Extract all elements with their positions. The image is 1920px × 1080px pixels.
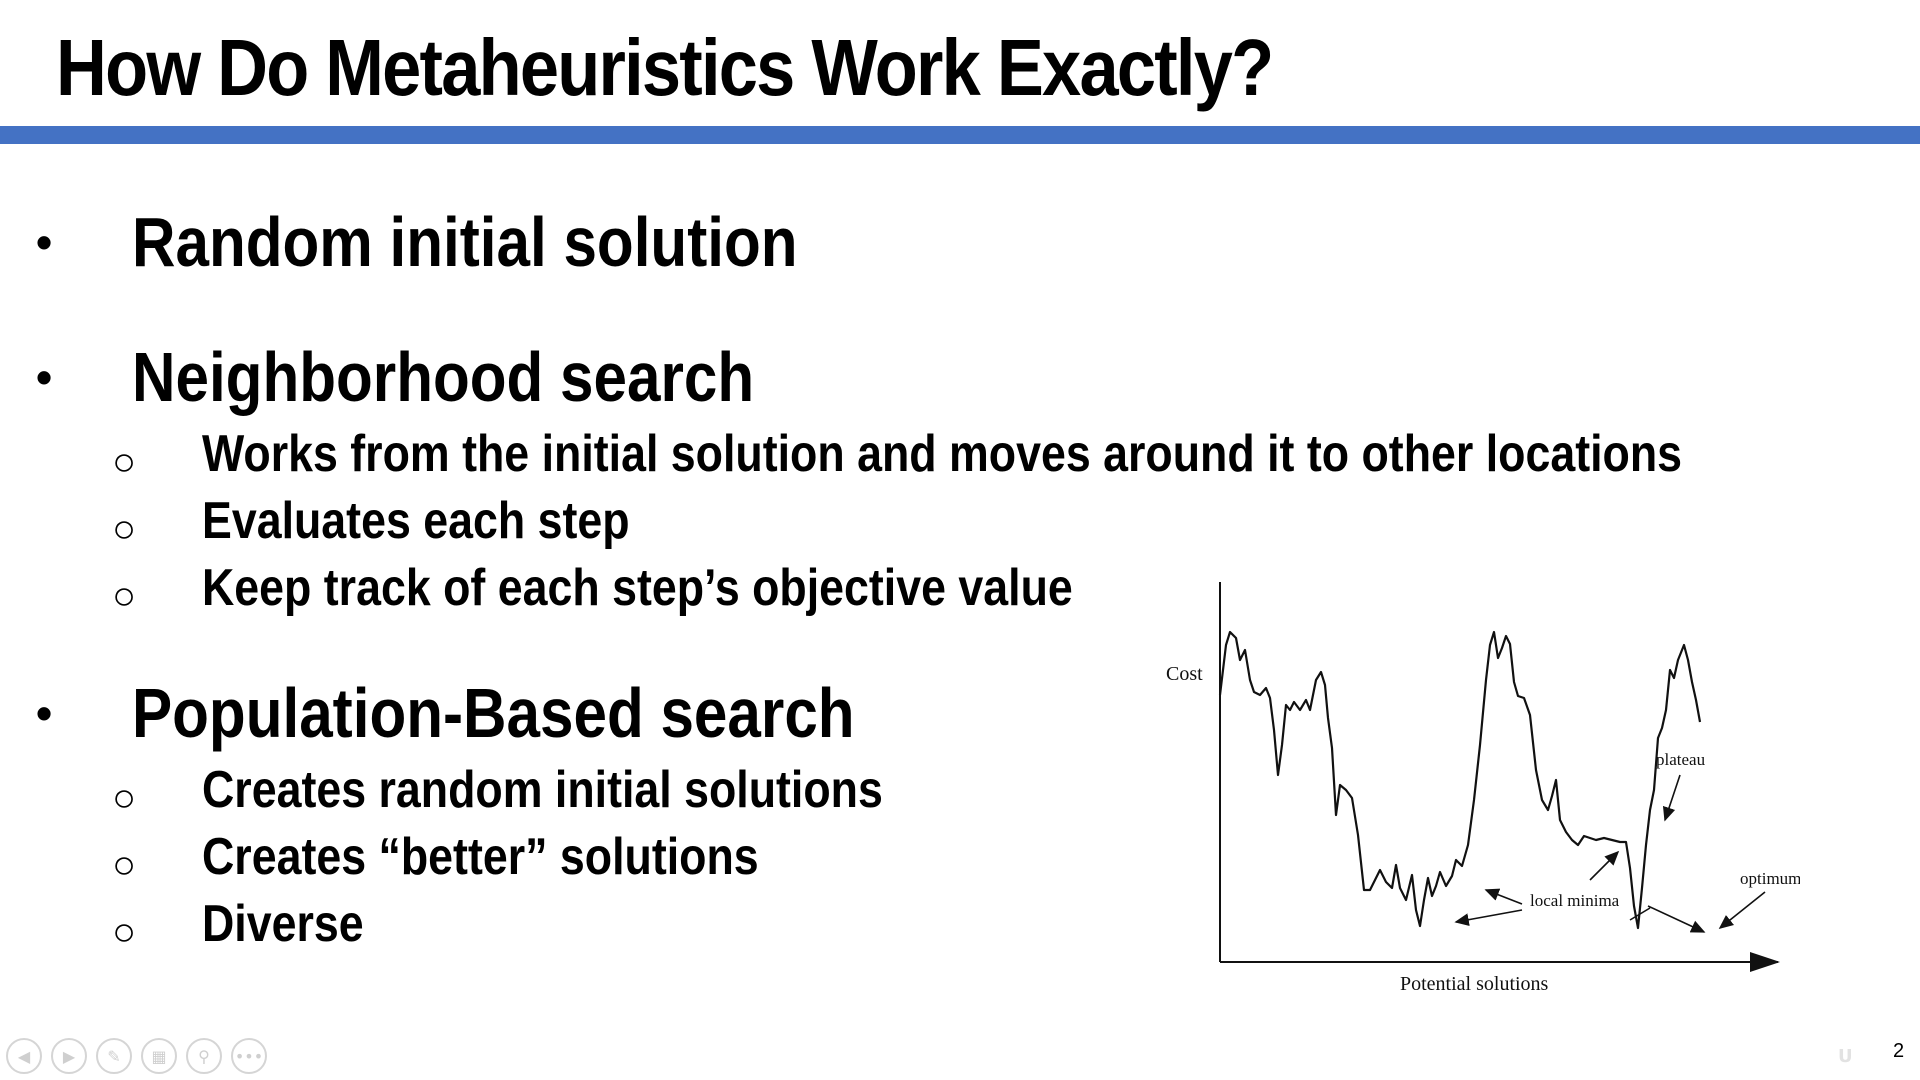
optimum-arrow (1647, 905, 1706, 933)
sub-bullet-marker: ○ (112, 843, 137, 887)
bullet-text: Random initial solution (132, 203, 798, 281)
sub-bullet-marker: ○ (112, 574, 137, 618)
watermark-logo: ᑌ (1838, 1046, 1853, 1066)
zoom-icon[interactable]: ⚲ (186, 1038, 222, 1074)
y-axis-label: Cost (1166, 663, 1203, 685)
bullet-random-initial-solution: • Random initial solution (36, 202, 906, 282)
bullet-text: Population-Based search (132, 674, 855, 752)
sub-bullet-text: Diverse (202, 895, 364, 953)
optimum-arrow (1629, 907, 1651, 921)
sub-bullet-text: Creates random initial solutions (202, 761, 883, 819)
next-icon[interactable]: ▶ (51, 1038, 87, 1074)
sub-bullet-marker: ○ (112, 910, 137, 954)
optimum-label: optimum (1740, 869, 1800, 888)
local-minima-arrow (1454, 909, 1523, 927)
presentation-toolbar: ◀ ▶ ✎ ▦ ⚲ ••• (6, 1038, 267, 1074)
bullet-neighborhood-search: • Neighborhood search (36, 337, 855, 417)
sub-bullet: ○ Creates random initial solutions (112, 760, 994, 828)
sub-bullet: ○ Diverse (112, 894, 390, 962)
more-icon[interactable]: ••• (231, 1038, 267, 1074)
previous-icon[interactable]: ◀ (6, 1038, 42, 1074)
sub-bullet-marker: ○ (112, 440, 137, 484)
pen-icon[interactable]: ✎ (96, 1038, 132, 1074)
sub-bullet-text: Works from the initial solution and move… (202, 425, 1683, 483)
search-landscape-figure: Cost Potential solutions plateau local m… (1166, 582, 1800, 995)
page-number: 2 (1893, 1040, 1905, 1062)
slides-icon[interactable]: ▦ (141, 1038, 177, 1074)
sub-bullet-text: Keep track of each step’s objective valu… (202, 559, 1073, 617)
slide-title: How Do Metaheuristics Work Exactly? (56, 23, 1274, 112)
sub-bullet: ○ Evaluates each step (112, 491, 699, 559)
sub-bullet: ○ Keep track of each step’s objective val… (112, 558, 1215, 626)
sub-bullet-text: Evaluates each step (202, 492, 630, 550)
bullet-marker: • (36, 216, 53, 268)
bullet-text: Neighborhood search (132, 338, 755, 416)
local-minima-arrow (1589, 850, 1620, 881)
bullet-marker: • (36, 687, 53, 739)
bullet-marker: • (36, 351, 53, 403)
local-minima-label: local minima (1530, 891, 1620, 910)
title-underline (0, 126, 1920, 144)
sub-bullet-marker: ○ (112, 507, 137, 551)
sub-bullet: ○ Creates “better” solutions (112, 827, 849, 895)
local-minima-arrow (1484, 888, 1523, 905)
optimum-arrow (1718, 891, 1766, 929)
x-axis-label: Potential solutions (1400, 973, 1549, 995)
plateau-arrow (1662, 774, 1681, 822)
sub-bullet-text: Creates “better” solutions (202, 828, 759, 886)
sub-bullet: ○ Works from the initial solution and mov… (112, 424, 1920, 492)
plateau-label: plateau (1656, 750, 1706, 769)
sub-bullet-marker: ○ (112, 776, 137, 820)
cost-curve (1218, 630, 1702, 930)
bullet-population-based-search: • Population-Based search (36, 673, 972, 753)
